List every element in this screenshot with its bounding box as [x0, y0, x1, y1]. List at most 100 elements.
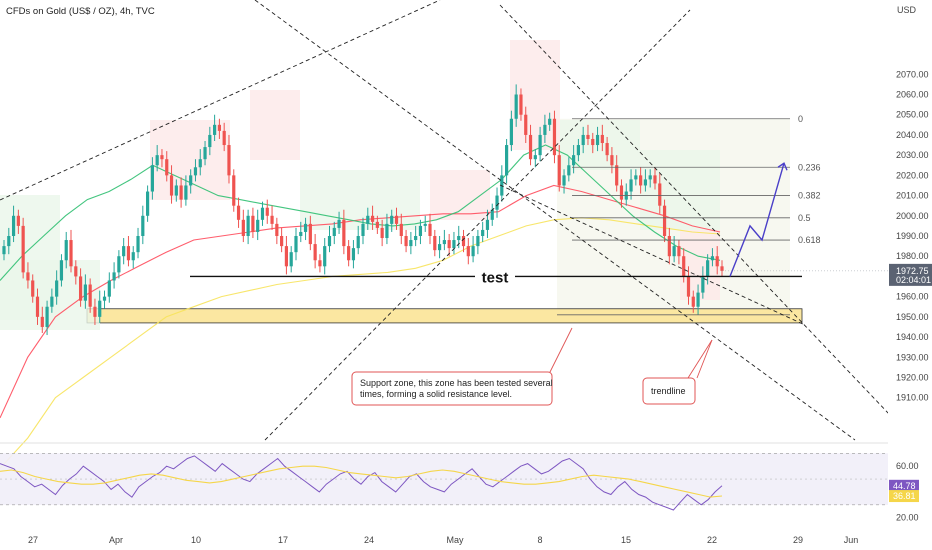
candle-body — [471, 246, 475, 257]
candle-body — [40, 316, 44, 327]
rsi-value-label: 44.78 — [893, 481, 916, 491]
candle-body — [74, 266, 78, 277]
candle-body — [615, 165, 619, 186]
price-tick-label: 2020.00 — [896, 170, 929, 180]
candle-body — [481, 229, 485, 236]
price-tick-label: 2010.00 — [896, 191, 929, 201]
candle-body — [83, 284, 87, 301]
candle-body — [342, 219, 346, 247]
candle-body — [519, 94, 523, 115]
channel-line — [264, 9, 691, 441]
time-tick-label: 8 — [537, 535, 542, 545]
candle-body — [78, 276, 83, 301]
time-tick-label: May — [446, 535, 464, 545]
candle-body — [98, 300, 102, 317]
price-tick-label: 1920.00 — [896, 372, 929, 382]
time-tick-label: 24 — [364, 535, 374, 545]
candle-body — [648, 175, 652, 180]
rsi-tick-label: 60.00 — [896, 461, 919, 471]
fib-level-label: 0.5 — [798, 213, 811, 223]
cloud-band — [680, 230, 720, 300]
candle-body — [476, 236, 480, 247]
rsi-panel — [0, 442, 932, 511]
price-tick-label: 2030.00 — [896, 150, 929, 160]
fib-level-label: 0.382 — [798, 191, 821, 201]
price-tick-label: 2000.00 — [896, 211, 929, 221]
price-tick-label: 1950.00 — [896, 312, 929, 322]
candle-body — [509, 118, 513, 146]
channel-line — [254, 0, 856, 441]
cloud-band — [560, 120, 640, 170]
candle-body — [198, 159, 202, 168]
candle-body — [107, 280, 111, 297]
candle-body — [318, 260, 322, 267]
candle-body — [289, 252, 293, 267]
candle-body — [701, 276, 705, 293]
candle-body — [117, 256, 121, 273]
candle-body — [710, 256, 715, 261]
candle-body — [514, 94, 518, 119]
candle-body — [50, 296, 54, 307]
last-price-countdown: 02:04:01 — [896, 275, 931, 285]
price-tick-label: 1980.00 — [896, 251, 929, 261]
candle-body — [433, 236, 437, 251]
candle-body — [528, 134, 533, 160]
candle-body — [409, 240, 413, 247]
candle-body — [275, 223, 279, 236]
candle-body — [299, 231, 303, 236]
candle-body — [160, 155, 164, 160]
candle-body — [461, 236, 466, 247]
rsi-line — [0, 455, 723, 511]
candle-body — [457, 236, 461, 241]
background-layer — [0, 40, 803, 330]
support-zone-note-text: Support zone, this zone has been tested … — [360, 378, 553, 388]
candle-body — [45, 306, 49, 327]
candle-body — [284, 246, 289, 267]
candle-body — [557, 155, 561, 186]
cloud-band — [250, 90, 300, 160]
candle-body — [265, 207, 269, 216]
candle-body — [552, 118, 557, 156]
time-tick-label: 15 — [621, 535, 631, 545]
price-tick-label: 1990.00 — [896, 231, 929, 241]
price-axis[interactable]: 1910.00 1920.00 1930.00 1940.00 1950.00 1960.… — [888, 0, 932, 550]
candle-body — [466, 246, 470, 257]
rsi-value-tag — [889, 479, 919, 492]
candle-body — [548, 118, 552, 125]
candle-body — [682, 256, 686, 277]
candle-body — [686, 276, 691, 297]
candle-body — [629, 179, 633, 192]
candle-body — [423, 223, 427, 226]
rsi-value-tag — [889, 490, 919, 503]
candle-body — [610, 155, 614, 166]
candle-body — [69, 240, 73, 267]
candle-body — [715, 256, 719, 267]
last-price-tag — [889, 263, 932, 286]
candle-body — [404, 236, 408, 247]
candle-body — [136, 236, 140, 253]
candle-body — [270, 215, 274, 224]
time-axis[interactable]: 27 Apr 10 17 24 May 8 15 22 29 Jun — [28, 535, 858, 545]
candle-body — [442, 240, 446, 245]
trendline-note-box — [642, 377, 696, 405]
candle-body — [21, 225, 25, 273]
candle-body — [146, 191, 150, 216]
moving-average-line — [0, 217, 721, 469]
candle-body — [332, 227, 336, 236]
rsi-ma-line — [0, 465, 723, 498]
candle-body — [591, 138, 595, 146]
candle-body — [576, 145, 580, 156]
support-zone — [86, 308, 803, 324]
candle-body — [533, 155, 537, 160]
time-tick-label: 17 — [278, 535, 288, 545]
candle-body — [385, 223, 389, 239]
rsi-band — [0, 453, 888, 505]
forecast-path — [729, 163, 785, 277]
time-tick-label: 27 — [28, 535, 38, 545]
candle-body — [605, 143, 609, 156]
candle-body — [447, 240, 451, 249]
candle-body — [356, 236, 360, 249]
candle-body — [572, 155, 576, 166]
candle-body — [303, 223, 308, 232]
